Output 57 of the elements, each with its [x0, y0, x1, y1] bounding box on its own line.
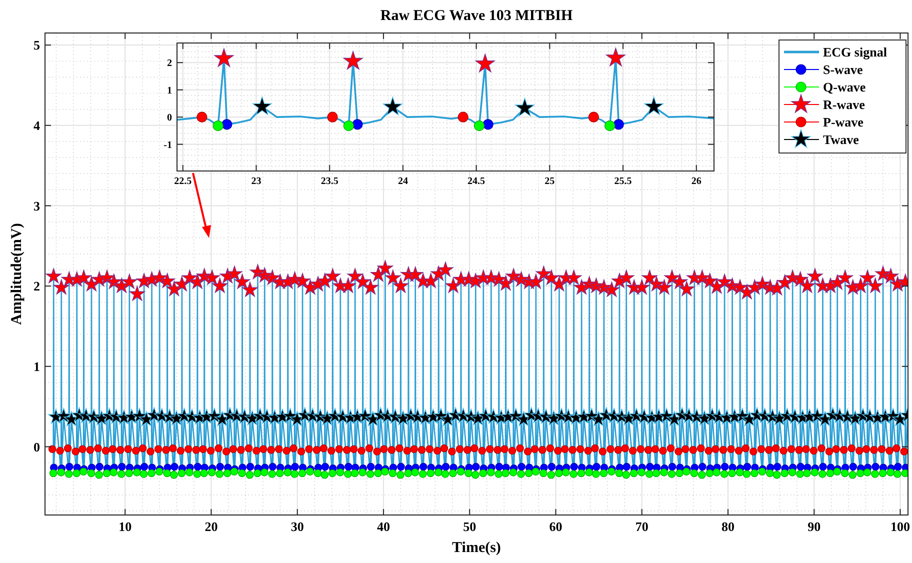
x-tick-label: 24 [398, 176, 408, 187]
point [222, 119, 232, 130]
x-tick-label: 25 [544, 176, 555, 187]
point [212, 120, 224, 132]
point [482, 119, 494, 130]
legend-label: Twave [823, 132, 860, 147]
y-tick-label: 3 [34, 198, 40, 214]
x-tick-label: 80 [721, 519, 734, 534]
point [352, 119, 363, 130]
x-tick-label: 90 [808, 519, 821, 534]
x-tick-label: 100 [890, 519, 910, 534]
legend-label: R-wave [823, 97, 866, 112]
x-tick-label: 70 [635, 519, 648, 534]
y-tick-label: 4 [34, 118, 40, 133]
point [644, 96, 664, 116]
point [214, 48, 234, 67]
x-axis-title: Time(s) [452, 540, 501, 556]
y-tick-label: 0 [167, 112, 172, 124]
point [196, 112, 208, 122]
point [514, 98, 534, 116]
legend-label: S-wave [823, 62, 863, 77]
point [343, 51, 363, 70]
point [382, 96, 402, 116]
x-tick-label: 24.5 [468, 176, 486, 187]
y-axis-title: Amplitude(mV) [9, 223, 25, 325]
x-tick-label: 23 [251, 176, 262, 187]
y-tick-label: 1 [34, 358, 40, 374]
point [458, 112, 468, 122]
x-tick-label: 23.5 [320, 176, 338, 187]
y-tick-label: 0 [34, 439, 40, 454]
point [475, 54, 495, 72]
x-tick-label: 60 [549, 519, 562, 534]
x-tick-label: 22.5 [174, 176, 192, 187]
x-tick-label: 20 [204, 519, 218, 534]
point [604, 120, 616, 132]
point [343, 120, 354, 132]
legend-label: P-wave [823, 114, 864, 130]
y-tick-label: 2 [34, 278, 40, 294]
point [606, 48, 626, 66]
legend-label: Q-wave [823, 80, 866, 94]
y-tick-label: 1 [167, 85, 172, 96]
x-tick-label: 30 [290, 519, 304, 534]
x-tick-label: 26 [691, 176, 702, 187]
chart-title: Raw ECG Wave 103 MITBIH [380, 8, 573, 24]
y-tick-label: 5 [34, 38, 40, 53]
x-tick-label: 40 [376, 519, 390, 534]
x-tick-label: 50 [463, 519, 476, 534]
y-tick-label: 2 [167, 58, 172, 70]
point [588, 112, 599, 122]
point [327, 112, 338, 122]
point [252, 96, 272, 116]
legend-label: ECG signal [823, 44, 888, 60]
point [613, 119, 624, 130]
x-tick-label: 10 [118, 519, 132, 534]
point [474, 120, 485, 132]
y-tick-label: -1 [164, 140, 172, 151]
x-tick-label: 25.5 [614, 176, 632, 187]
